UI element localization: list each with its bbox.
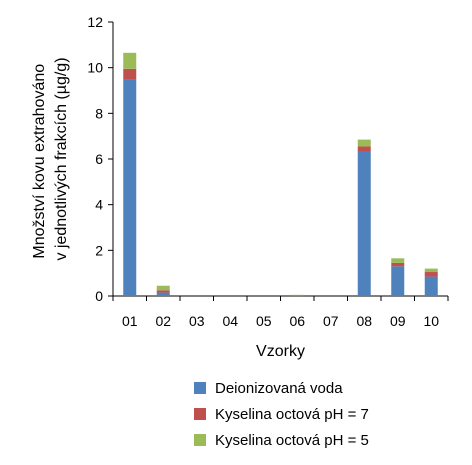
bar-segment-series-3-10 <box>424 268 438 273</box>
bars-group <box>123 52 438 297</box>
bar-segment-series-2-10 <box>424 272 438 277</box>
bar-segment-series-1-02 <box>156 292 170 296</box>
bar-segment-series-3-09 <box>391 258 405 263</box>
x-tick-label: 04 <box>222 313 238 329</box>
y-tick-label: 6 <box>95 151 103 167</box>
y-axis-title: Množství kovu extrahováno v jednotlivých… <box>31 57 70 260</box>
y-tick-label: 12 <box>87 14 103 30</box>
bar-segment-series-2-02 <box>156 290 170 293</box>
bar-segment-series-3-08 <box>357 139 371 147</box>
x-tick-label: 10 <box>423 313 439 329</box>
legend-swatch-series-2 <box>194 408 206 420</box>
bar-segment-series-2-06 <box>290 295 304 297</box>
y-axis-title-line-1: Množství kovu extrahováno <box>31 64 48 259</box>
bar-segment-series-2-08 <box>357 146 371 152</box>
bar-segment-series-1-01 <box>123 79 137 296</box>
bar-segment-series-1-08 <box>357 151 371 296</box>
y-tick-label: 8 <box>95 105 103 121</box>
x-tick-label: 06 <box>289 313 305 329</box>
bar-segment-series-2-09 <box>391 262 405 267</box>
legend-label-series-3: Kyselina octová pH = 5 <box>215 432 369 449</box>
y-axis-title-line-2: v jednotlivých frakcích (µg/g) <box>53 57 70 260</box>
x-tick-label: 07 <box>323 313 339 329</box>
x-tick-label: 08 <box>356 313 372 329</box>
x-tick-label: 09 <box>390 313 406 329</box>
bar-segment-series-1-09 <box>391 266 405 296</box>
y-tick-label: 0 <box>95 288 103 304</box>
y-axis-ticks: 0 2 4 6 8 10 12 <box>87 14 113 304</box>
legend-label-series-1: Deionizovaná voda <box>215 380 343 397</box>
bar-segment-series-2-01 <box>123 68 137 80</box>
bar-segment-series-3-06 <box>290 294 304 296</box>
x-tick-label: 02 <box>155 313 171 329</box>
legend-swatch-series-3 <box>194 434 206 446</box>
x-tick-label: 05 <box>256 313 272 329</box>
x-axis-ticks: 01 02 03 04 05 06 07 08 09 10 <box>112 296 449 329</box>
x-axis-title: Vzorky <box>256 343 305 360</box>
y-tick-label: 4 <box>95 197 103 213</box>
y-tick-label: 2 <box>95 242 103 258</box>
legend-swatch-series-1 <box>194 382 206 394</box>
legend-label-series-2: Kyselina octová pH = 7 <box>215 406 369 423</box>
bar-segment-series-1-10 <box>424 276 438 296</box>
y-tick-label: 10 <box>87 60 103 76</box>
legend: Deionizovaná voda Kyselina octová pH = 7 K… <box>194 380 369 449</box>
x-tick-label: 03 <box>189 313 205 329</box>
x-tick-label: 01 <box>122 313 138 329</box>
bar-segment-series-3-01 <box>123 52 137 69</box>
bar-segment-series-3-02 <box>156 285 170 291</box>
